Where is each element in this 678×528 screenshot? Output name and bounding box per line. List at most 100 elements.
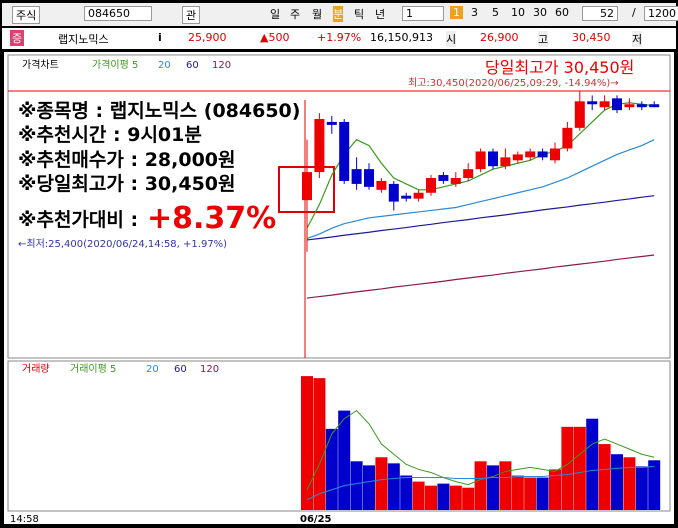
low-note: ←최저:25,400(2020/06/24,14:58, +1.97%) — [18, 238, 227, 250]
high: 30,450 — [572, 31, 611, 44]
candle — [512, 154, 523, 161]
min[interactable]: 5 — [492, 6, 499, 19]
overlay: ※당일최고가 : 30,450원 — [18, 173, 236, 195]
legend: 거래이평 5 — [70, 363, 116, 375]
volume-bar — [586, 418, 599, 510]
headline: 당일최고가 30,450원 — [485, 58, 634, 77]
label: 고 — [538, 31, 549, 47]
volume-bar — [524, 477, 537, 510]
ma-line — [306, 254, 655, 299]
count[interactable]: 52 — [582, 6, 618, 21]
volume-bar — [549, 469, 561, 510]
volume-bar — [598, 444, 611, 510]
high-note: 최고:30,450(2020/06/25,09:29, -14.94%)→ — [408, 77, 619, 89]
min[interactable]: 30 — [533, 6, 547, 19]
min[interactable]: 10 — [511, 6, 525, 19]
price-pane — [7, 54, 671, 359]
volume-pane — [7, 360, 671, 512]
volume-bar — [573, 426, 586, 510]
candle — [636, 104, 647, 108]
candle — [649, 104, 660, 108]
open: 26,900 — [480, 31, 519, 44]
legend: 60 — [186, 60, 199, 71]
candle — [413, 192, 424, 199]
candle — [574, 101, 585, 128]
price: 25,900 — [188, 31, 227, 44]
rate: +1.97% — [317, 31, 362, 44]
btn[interactable]: 년 — [375, 8, 386, 21]
overlay: ※추천시간 : 9시01분 — [18, 124, 202, 146]
btn[interactable]: 틱 — [354, 8, 365, 21]
volume-bar — [511, 475, 524, 510]
volume-bar — [536, 477, 549, 510]
volume-bar — [338, 410, 351, 510]
min[interactable]: 60 — [555, 6, 569, 19]
stock-name: 랩지노믹스 — [58, 33, 109, 46]
candle — [587, 101, 598, 105]
info-bar: 증 랩지노믹스 i 25,900 ▲500 +1.97% 16,150,913 … — [2, 28, 676, 49]
candle — [426, 178, 436, 193]
btn[interactable]: 일 — [270, 8, 281, 21]
ma-line — [306, 102, 655, 229]
volume-bar — [623, 457, 636, 510]
market[interactable]: 주식 — [12, 6, 41, 24]
volume-bar — [375, 457, 388, 510]
volume-bar — [363, 465, 375, 510]
ma-line — [306, 465, 655, 501]
label: 저 — [632, 31, 643, 47]
candle — [488, 151, 498, 167]
volume-bar — [301, 376, 313, 510]
info-btn[interactable]: i — [158, 31, 162, 44]
candle — [388, 183, 399, 202]
sep: / — [632, 6, 636, 19]
candle — [376, 180, 387, 190]
volume-bar — [412, 481, 425, 510]
ma-line — [306, 195, 655, 241]
volume-bar — [437, 483, 450, 510]
volume-bar — [648, 460, 661, 510]
min[interactable]: 3 — [471, 6, 478, 19]
legend: 120 — [212, 60, 231, 71]
candle — [463, 169, 474, 178]
candle — [624, 104, 635, 108]
overlay-rate: +8.37% — [147, 201, 276, 236]
btn[interactable]: 월 — [312, 8, 323, 21]
legend-title: 거래량 — [22, 363, 50, 375]
overlay: ※추천매수가 : 28,000원 — [18, 149, 236, 171]
candle — [599, 101, 610, 108]
btn[interactable]: 분 — [333, 6, 344, 22]
candle — [314, 119, 325, 173]
legend: 120 — [200, 364, 219, 375]
x-label: 14:58 — [10, 514, 39, 525]
legend: 20 — [158, 60, 171, 71]
btn[interactable]: 관 — [182, 6, 201, 24]
code[interactable]: 084650 — [84, 6, 152, 21]
period[interactable]: 1 — [402, 6, 444, 21]
btn[interactable]: 주 — [290, 8, 301, 21]
candle — [351, 169, 362, 184]
candle — [302, 172, 312, 201]
change: ▲500 — [260, 31, 290, 44]
legend: 60 — [174, 364, 187, 375]
ma-line — [306, 139, 655, 240]
candle — [326, 121, 337, 125]
candle — [401, 195, 412, 199]
total[interactable]: 1200 — [644, 6, 678, 21]
candle — [612, 98, 622, 111]
candle — [500, 157, 511, 167]
overlay: ※추천가대비 : — [18, 209, 138, 231]
min[interactable]: 1 — [450, 6, 463, 19]
volume-bar — [325, 428, 338, 510]
candle — [525, 151, 536, 158]
volume-bar — [387, 463, 400, 510]
candle — [364, 169, 374, 187]
legend: 가격이평 5 — [92, 58, 138, 71]
candle — [475, 151, 486, 170]
label: 시 — [446, 31, 457, 47]
volume-bar — [561, 426, 574, 510]
volume-bar — [499, 461, 512, 510]
candle — [450, 178, 461, 184]
legend: 20 — [146, 364, 159, 375]
